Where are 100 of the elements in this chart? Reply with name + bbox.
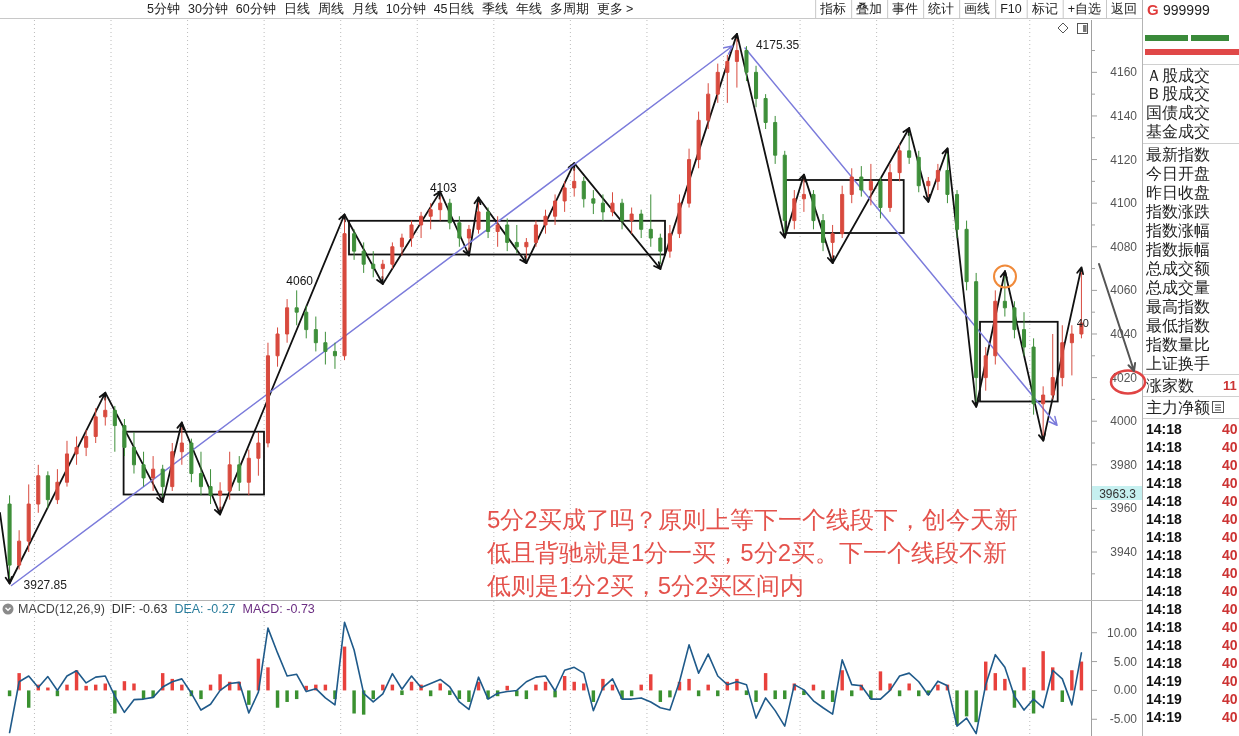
text: 14:18 bbox=[1146, 583, 1183, 599]
text: 40 bbox=[1222, 673, 1238, 689]
annotation: 4175.35 bbox=[755, 37, 800, 52]
text: 14:18 bbox=[1146, 421, 1183, 437]
annotation: 5分2买成了吗？原则上等下一个线段下，创今天新低且背驰就是1分一买，5分2买。下一个线段不新低则是1分2买，5分2买区间内 bbox=[487, 505, 1019, 601]
text: 最高指数 bbox=[1146, 297, 1210, 315]
text: 14:18 bbox=[1146, 511, 1183, 527]
text: 40 bbox=[1222, 511, 1238, 527]
text: 14:18 bbox=[1146, 547, 1183, 563]
text: 40 bbox=[1222, 583, 1238, 599]
annotation: MACD(12,26,9) bbox=[18, 602, 105, 616]
category-label: 5分钟 bbox=[147, 2, 180, 16]
y-tick-label: 0.00 bbox=[1113, 683, 1138, 698]
annotation: 3927.85 bbox=[23, 578, 68, 593]
text: 14:19 bbox=[1146, 709, 1183, 725]
text: 标记 bbox=[1030, 2, 1058, 16]
text: 指数涨幅 bbox=[1145, 222, 1210, 240]
annotation: 4103 bbox=[429, 180, 457, 195]
text: 40 bbox=[1222, 493, 1238, 509]
text: 昨日收盘 bbox=[1146, 184, 1210, 202]
text: 主力净额 bbox=[1146, 398, 1210, 416]
text: 14:18 bbox=[1146, 601, 1183, 617]
text: 40 bbox=[1222, 709, 1238, 725]
text: 最低指数 bbox=[1146, 316, 1210, 334]
category-label: 季线 bbox=[481, 2, 508, 16]
text: Ａ股成交 bbox=[1146, 66, 1210, 84]
text: 国债成交 bbox=[1146, 104, 1210, 122]
category-label: 10分钟 bbox=[385, 2, 426, 16]
text: 最新指数 bbox=[1146, 146, 1210, 164]
text: 14:18 bbox=[1146, 493, 1183, 509]
y-tick-label: 4060 bbox=[1110, 283, 1138, 298]
text: 40 bbox=[1222, 637, 1238, 653]
category-label: 60分钟 bbox=[235, 2, 276, 16]
text: 14:18 bbox=[1146, 457, 1183, 473]
category-label: 日线 bbox=[283, 2, 310, 16]
text: G bbox=[1147, 1, 1159, 18]
text: 指数振幅 bbox=[1145, 241, 1210, 259]
text: Ｂ股成交 bbox=[1146, 85, 1210, 103]
y-tick-label: 4120 bbox=[1110, 152, 1138, 167]
text: 返回 bbox=[1111, 2, 1137, 16]
category-label: 年线 bbox=[515, 2, 542, 16]
category-label: 周线 bbox=[317, 2, 344, 16]
text: 14:19 bbox=[1146, 673, 1183, 689]
text: 指标 bbox=[819, 2, 847, 16]
text: 40 bbox=[1222, 565, 1238, 581]
category-label: 45日线 bbox=[433, 2, 474, 16]
category-label: 多周期 bbox=[549, 2, 589, 16]
text: 3963.3 bbox=[1099, 486, 1137, 501]
y-tick-label: 4100 bbox=[1110, 196, 1138, 211]
text: 统计 bbox=[928, 2, 955, 16]
text: 11 bbox=[1223, 378, 1237, 393]
text: 总成交额 bbox=[1145, 260, 1210, 277]
text: 14:18 bbox=[1146, 439, 1183, 455]
text: 画线 bbox=[964, 2, 991, 16]
text: 40 bbox=[1222, 475, 1238, 491]
text: 14:18 bbox=[1146, 619, 1183, 635]
text: 14:18 bbox=[1146, 637, 1183, 653]
y-tick-label: 10.00 bbox=[1106, 625, 1138, 640]
text: 40 bbox=[1222, 547, 1238, 563]
y-tick-label: -5.00 bbox=[1109, 712, 1138, 727]
y-tick-label: 4080 bbox=[1110, 239, 1138, 254]
y-tick-label: 4140 bbox=[1110, 108, 1138, 123]
text: 40 bbox=[1222, 655, 1238, 671]
category-label: 30分钟 bbox=[187, 2, 228, 16]
text: 40 bbox=[1222, 421, 1238, 437]
text: 14:18 bbox=[1146, 475, 1183, 491]
text: 40 bbox=[1222, 439, 1238, 455]
text: 40 bbox=[1222, 601, 1238, 617]
category-label: 月线 bbox=[351, 2, 378, 16]
text: 今日开盘 bbox=[1146, 165, 1210, 183]
text: 事件 bbox=[892, 2, 919, 16]
y-tick-label: 4000 bbox=[1110, 414, 1138, 429]
text: 40 bbox=[1222, 619, 1238, 635]
annotation: DEA: -0.27 bbox=[174, 602, 236, 616]
text: 指数量比 bbox=[1145, 335, 1210, 353]
text: 指数涨跌 bbox=[1145, 203, 1210, 221]
text: 40 bbox=[1222, 529, 1238, 545]
y-tick-label: 5.00 bbox=[1113, 654, 1138, 669]
category-label: 更多 > bbox=[596, 2, 634, 16]
text: +自选 bbox=[1067, 2, 1101, 16]
text: 40 bbox=[1222, 457, 1238, 473]
text: 基金成交 bbox=[1146, 123, 1210, 141]
y-tick-label: 4160 bbox=[1110, 65, 1138, 80]
text: 999999 bbox=[1163, 2, 1210, 18]
text: 叠加 bbox=[856, 2, 883, 16]
text: 14:19 bbox=[1146, 691, 1183, 707]
y-tick-label: 3960 bbox=[1110, 501, 1138, 516]
text: 上证换手 bbox=[1146, 354, 1210, 372]
annotation: 4060 bbox=[286, 274, 314, 289]
annotation: DIF: -0.63 bbox=[111, 602, 168, 616]
text: 14:18 bbox=[1146, 565, 1183, 581]
annotation: MACD: -0.73 bbox=[242, 602, 315, 616]
text: 涨家数 bbox=[1146, 376, 1194, 394]
text: F10 bbox=[1000, 2, 1022, 16]
text: 14:18 bbox=[1146, 529, 1183, 545]
text: 14:18 bbox=[1146, 655, 1183, 671]
text: 总成交量 bbox=[1145, 278, 1210, 296]
y-tick-label: 3980 bbox=[1110, 457, 1138, 472]
text: 40 bbox=[1222, 691, 1238, 707]
y-tick-label: 3940 bbox=[1110, 545, 1138, 560]
